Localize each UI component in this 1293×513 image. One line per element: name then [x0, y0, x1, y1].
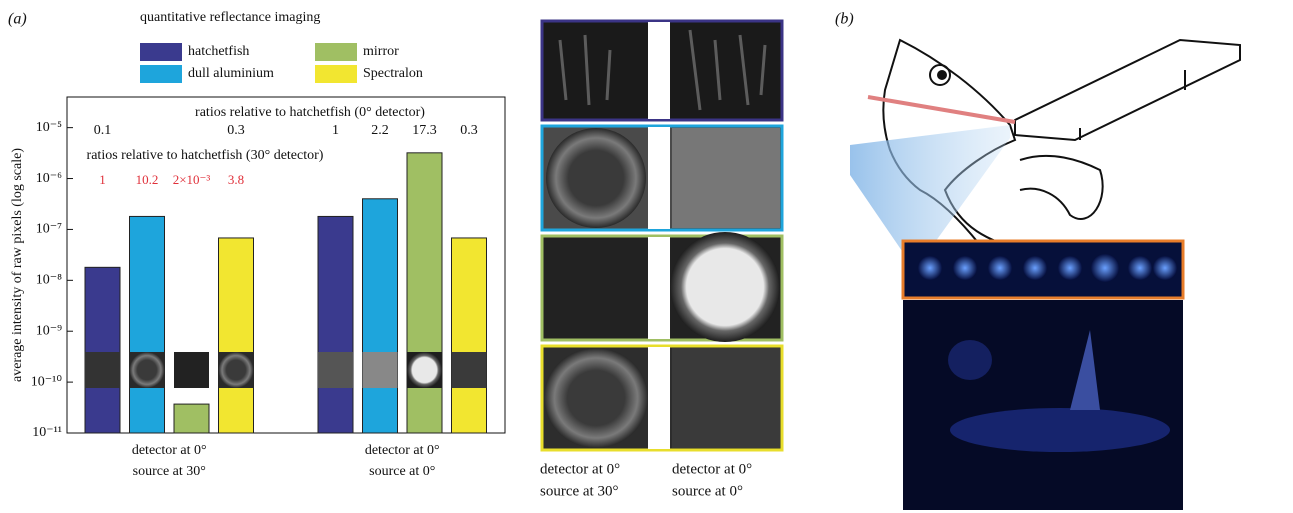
legend-label: mirror [363, 44, 399, 59]
legend-label: dull aluminium [188, 66, 274, 81]
x-tick-label: detector at 0° [365, 443, 440, 458]
y-tick-label: 10⁻⁹ [36, 323, 62, 338]
bar [174, 404, 209, 433]
bar [363, 199, 398, 433]
chart-title: quantitative reflectance imaging [140, 10, 320, 25]
ratio-label: 0.3 [460, 123, 478, 138]
bar [219, 238, 254, 433]
photo-blob [948, 340, 992, 380]
legend-swatch [140, 65, 182, 83]
x-tick-label: source at 0° [369, 464, 435, 479]
image-caption: detector at 0° [672, 461, 752, 477]
panel-label: (b) [835, 11, 854, 28]
bar-thumbnail [318, 352, 353, 388]
bar [85, 267, 120, 433]
bar [452, 238, 487, 433]
bar-thumbnail [219, 352, 254, 388]
image-caption: detector at 0° [540, 461, 620, 477]
bar-thumbnail [174, 352, 209, 388]
image-caption: source at 0° [672, 483, 743, 499]
legend-swatch [140, 43, 182, 61]
image-panel [542, 21, 782, 450]
ratio-label: 1 [99, 172, 106, 187]
ratio-label: 3.8 [228, 172, 244, 187]
x-tick-label: source at 30° [133, 464, 206, 479]
light-beam [868, 97, 1015, 122]
ratio-label: 17.3 [412, 123, 437, 138]
photo [903, 300, 1183, 510]
legend-label: hatchetfish [188, 44, 249, 59]
y-axis-label: average intensity of raw pixels (log sca… [10, 148, 25, 382]
x-tick-label: detector at 0° [132, 443, 207, 458]
y-tick-label: 10⁻⁷ [36, 222, 62, 237]
panel-label: (a) [8, 11, 27, 28]
y-tick-label: 10⁻¹⁰ [31, 374, 63, 389]
bar-thumbnail [363, 352, 398, 388]
ratio-label: 2×10⁻³ [173, 172, 211, 187]
bar [318, 216, 353, 433]
ratio-label: 0.1 [94, 123, 112, 138]
ratio-label: 2.2 [371, 123, 389, 138]
legend-swatch [315, 65, 357, 83]
legend-label: Spectralon [363, 66, 423, 81]
bar-thumbnail [452, 352, 487, 388]
ratio-label: 0.3 [227, 123, 245, 138]
y-tick-label: 10⁻¹¹ [32, 425, 62, 440]
annotation: ratios relative to hatchetfish (0° detec… [195, 105, 425, 120]
y-tick-label: 10⁻⁸ [36, 273, 62, 288]
figure: (a) (b) quantitative reflectance imaging… [0, 0, 1293, 513]
bar [130, 216, 165, 433]
bar [407, 153, 442, 433]
y-tick-label: 10⁻⁵ [36, 120, 62, 135]
bar-thumbnail [85, 352, 120, 388]
y-tick-label: 10⁻⁶ [36, 171, 62, 186]
photo-fish [950, 408, 1170, 452]
image-caption: source at 30° [540, 483, 618, 499]
annotation: ratios relative to hatchetfish (30° dete… [87, 148, 324, 163]
ratio-label: 10.2 [136, 172, 159, 187]
bar-thumbnail [130, 352, 165, 388]
ratio-label: 1 [332, 123, 339, 138]
bar-thumbnail [407, 352, 442, 388]
legend-swatch [315, 43, 357, 61]
